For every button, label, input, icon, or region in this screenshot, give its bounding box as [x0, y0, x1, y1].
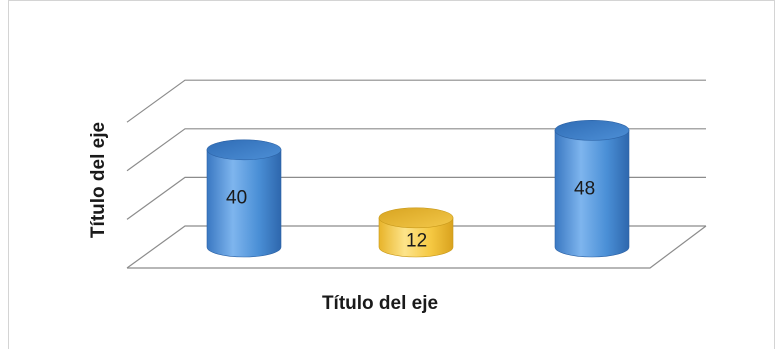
bar-top	[206, 139, 282, 161]
bar-body	[206, 149, 282, 258]
chart-border	[8, 0, 775, 349]
bar-top	[378, 207, 454, 229]
data-labels-group: 40 12 48	[226, 179, 595, 252]
data-label: 40	[226, 187, 247, 208]
bar	[378, 207, 454, 258]
floor-edge	[127, 225, 707, 269]
bars-group	[206, 120, 630, 258]
bar-body	[378, 217, 454, 258]
gridline	[126, 176, 706, 220]
data-label: 12	[406, 230, 427, 251]
bar	[206, 139, 282, 258]
x-axis-title: Título del eje	[322, 293, 438, 314]
gridline	[126, 128, 706, 172]
gridline	[126, 79, 706, 123]
bar-top	[554, 120, 630, 141]
y-axis-title: Título del eje	[88, 122, 109, 238]
gridlines	[126, 79, 707, 269]
gridline	[126, 225, 706, 269]
data-label: 48	[574, 179, 595, 200]
bar	[554, 120, 630, 258]
bar-body	[554, 130, 630, 258]
